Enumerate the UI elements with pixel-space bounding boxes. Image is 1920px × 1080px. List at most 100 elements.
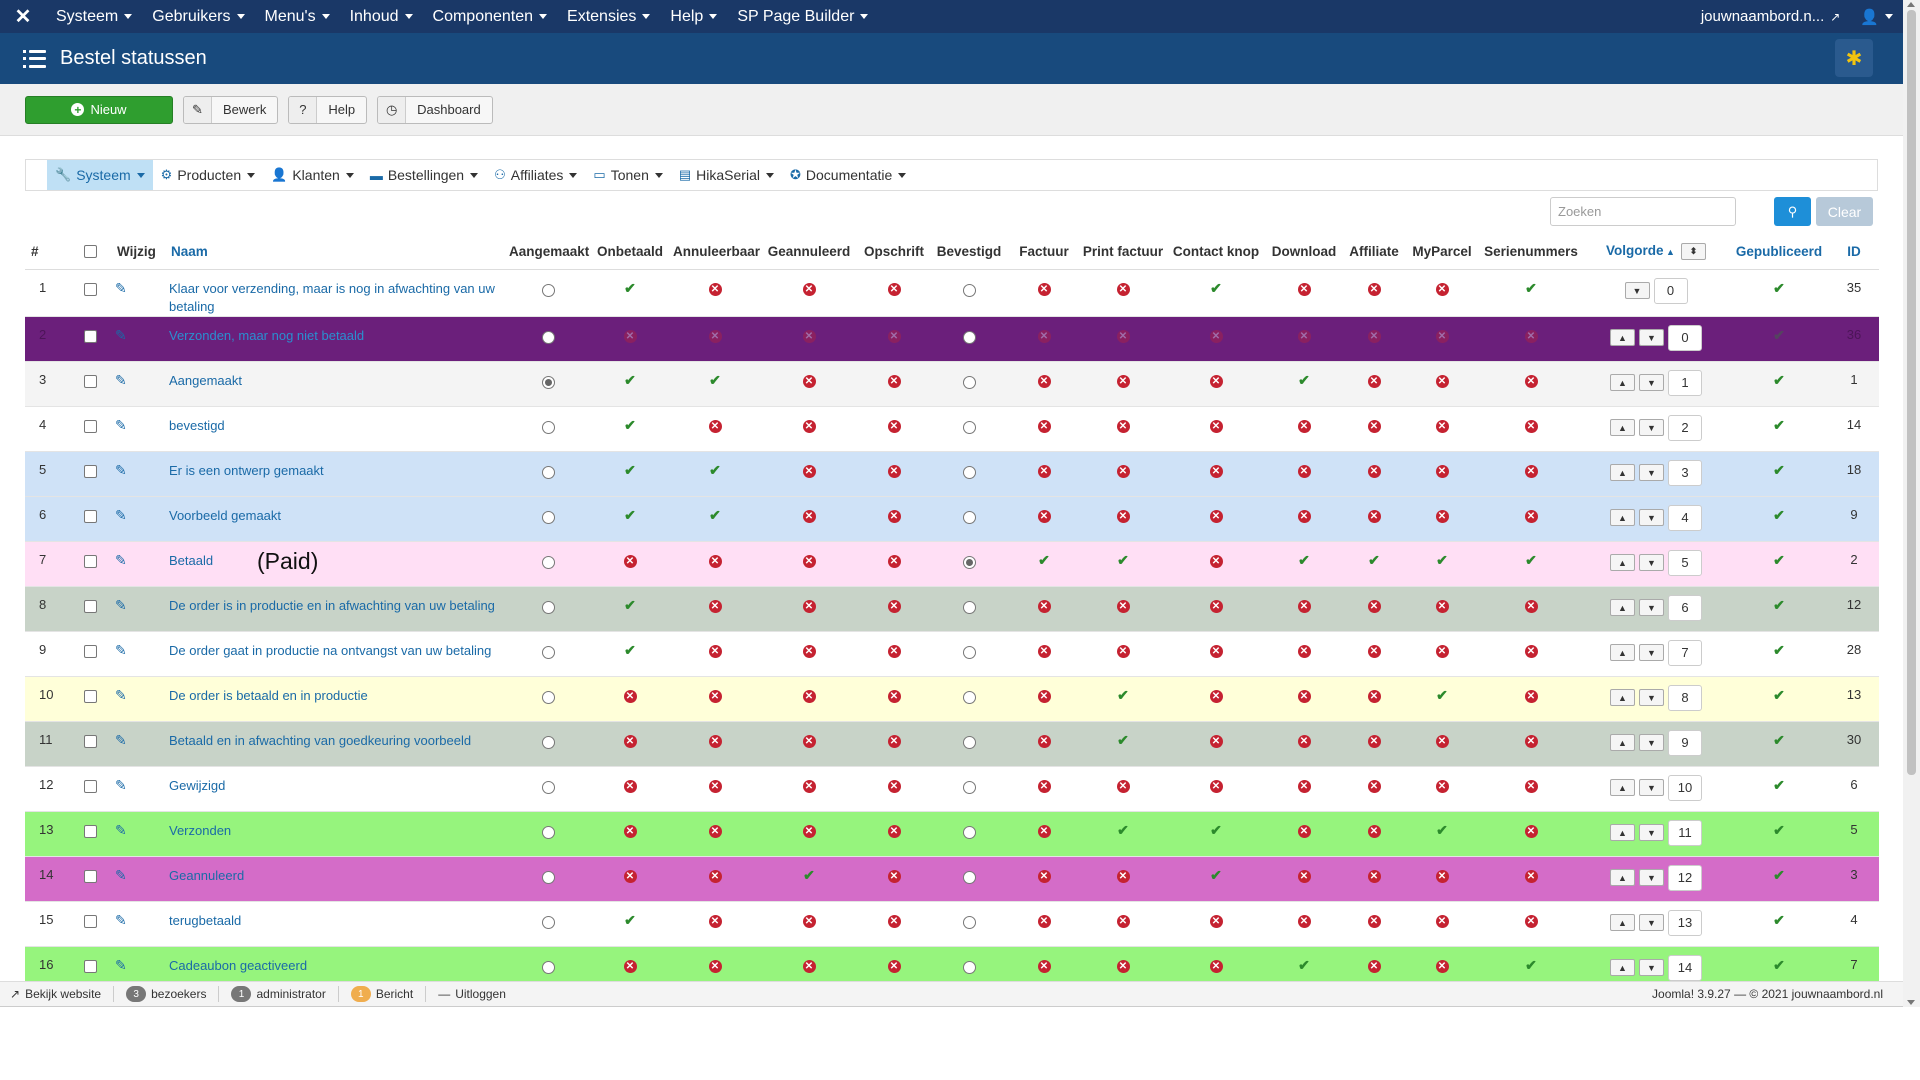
status-name-link[interactable]: Verzonden, maar nog niet betaald (169, 327, 365, 343)
cross-icon[interactable]: ✕ (1037, 959, 1051, 973)
check-icon[interactable]: ✔ (1436, 686, 1448, 703)
cross-icon[interactable]: ✕ (1037, 419, 1051, 433)
cross-icon[interactable]: ✕ (1524, 419, 1538, 433)
published-check-icon[interactable]: ✔ (1773, 461, 1785, 478)
cross-icon[interactable]: ✕ (1297, 509, 1311, 523)
cross-icon[interactable]: ✕ (623, 689, 637, 703)
cross-icon[interactable]: ✕ (1037, 914, 1051, 928)
cross-icon[interactable]: ✕ (1116, 914, 1130, 928)
cross-icon[interactable]: ✕ (1367, 374, 1381, 388)
cross-icon[interactable]: ✕ (1524, 464, 1538, 478)
cross-icon[interactable]: ✕ (1209, 464, 1223, 478)
top-menu-item[interactable]: Gebruikers (142, 0, 254, 33)
cross-icon[interactable]: ✕ (1116, 599, 1130, 613)
edit-pencil-icon[interactable]: ✎ (115, 686, 127, 703)
cross-icon[interactable]: ✕ (1367, 419, 1381, 433)
move-down-button[interactable]: ▼ (1639, 689, 1664, 706)
cross-icon[interactable]: ✕ (1209, 374, 1223, 388)
cross-icon[interactable]: ✕ (1367, 869, 1381, 883)
column-header[interactable]: Volgorde ▲ ⬍ (1583, 235, 1729, 270)
move-down-button[interactable]: ▼ (1639, 779, 1664, 796)
created-default-radio[interactable] (541, 510, 555, 524)
cross-icon[interactable]: ✕ (1297, 282, 1311, 296)
confirmed-default-radio[interactable] (962, 825, 976, 839)
order-input[interactable]: 5 (1668, 549, 1702, 576)
cross-icon[interactable]: ✕ (887, 419, 901, 433)
clear-button[interactable]: Clear (1816, 197, 1873, 226)
cross-icon[interactable]: ✕ (1435, 329, 1449, 343)
check-icon[interactable]: ✔ (709, 506, 721, 523)
cross-icon[interactable]: ✕ (708, 824, 722, 838)
order-input[interactable]: 0 (1653, 277, 1688, 304)
view-site-link[interactable]: ↗ Bekijk website (10, 987, 102, 1001)
top-menu-item[interactable]: Extensies (557, 0, 660, 33)
published-check-icon[interactable]: ✔ (1773, 731, 1785, 748)
confirmed-default-radio[interactable] (962, 510, 976, 524)
cross-icon[interactable]: ✕ (1524, 734, 1538, 748)
status-name-link[interactable]: Gewijzigd (169, 777, 226, 793)
cross-icon[interactable]: ✕ (802, 282, 816, 296)
cross-icon[interactable]: ✕ (802, 959, 816, 973)
top-menu-item[interactable]: Componenten (423, 0, 558, 33)
move-down-button[interactable]: ▼ (1639, 329, 1664, 346)
created-default-radio[interactable] (541, 870, 555, 884)
move-down-button[interactable]: ▼ (1639, 464, 1664, 481)
cross-icon[interactable]: ✕ (623, 554, 637, 568)
subnav-item[interactable]: ▬ Bestellingen (362, 160, 486, 190)
status-name-link[interactable]: bevestigd (169, 417, 225, 433)
check-icon[interactable]: ✔ (1436, 821, 1448, 838)
cross-icon[interactable]: ✕ (887, 914, 901, 928)
status-name-link[interactable]: De order is betaald en in productie (169, 687, 368, 703)
status-name-link[interactable]: Geannuleerd (169, 867, 245, 883)
cross-icon[interactable]: ✕ (887, 282, 901, 296)
subnav-item[interactable]: 🔧 Systeem (47, 160, 153, 190)
status-name-link[interactable]: Klaar voor verzending, maar is nog in af… (169, 280, 495, 314)
confirmed-default-radio[interactable] (962, 555, 976, 569)
move-down-button[interactable]: ▼ (1624, 282, 1650, 299)
published-check-icon[interactable]: ✔ (1773, 911, 1785, 928)
cross-icon[interactable]: ✕ (708, 599, 722, 613)
cross-icon[interactable]: ✕ (802, 509, 816, 523)
status-name-link[interactable]: Betaald en in afwachting van goedkeuring… (169, 732, 472, 748)
move-up-button[interactable]: ▲ (1610, 599, 1635, 616)
order-input[interactable]: 2 (1668, 414, 1702, 441)
confirmed-default-radio[interactable] (962, 283, 976, 297)
check-icon[interactable]: ✔ (624, 596, 636, 613)
cross-icon[interactable]: ✕ (708, 734, 722, 748)
order-input[interactable]: 8 (1668, 684, 1702, 711)
move-down-button[interactable]: ▼ (1639, 599, 1664, 616)
move-down-button[interactable]: ▼ (1639, 914, 1664, 931)
cross-icon[interactable]: ✕ (1524, 824, 1538, 838)
created-default-radio[interactable] (541, 555, 555, 569)
cross-icon[interactable]: ✕ (1435, 959, 1449, 973)
cross-icon[interactable]: ✕ (1524, 914, 1538, 928)
move-up-button[interactable]: ▲ (1610, 689, 1635, 706)
order-input[interactable]: 7 (1668, 639, 1702, 666)
published-check-icon[interactable]: ✔ (1773, 416, 1785, 433)
confirmed-default-radio[interactable] (962, 645, 976, 659)
order-input[interactable]: 14 (1668, 954, 1702, 981)
cross-icon[interactable]: ✕ (1209, 959, 1223, 973)
status-name-link[interactable]: Aangemaakt (169, 372, 242, 388)
check-icon[interactable]: ✔ (709, 371, 721, 388)
status-name-link[interactable]: De order is in productie en in afwachtin… (169, 597, 495, 613)
row-checkbox[interactable] (83, 599, 97, 613)
move-down-button[interactable]: ▼ (1639, 554, 1664, 571)
cross-icon[interactable]: ✕ (623, 824, 637, 838)
cross-icon[interactable]: ✕ (1037, 329, 1051, 343)
status-name-link[interactable]: Er is een ontwerp gemaakt (169, 462, 324, 478)
cross-icon[interactable]: ✕ (708, 779, 722, 793)
edit-pencil-icon[interactable]: ✎ (115, 776, 127, 793)
subnav-item[interactable]: ⚇ Affiliates (486, 160, 585, 190)
confirmed-default-radio[interactable] (962, 375, 976, 389)
subnav-item[interactable]: 👤 Klanten (263, 160, 362, 190)
cross-icon[interactable]: ✕ (1116, 869, 1130, 883)
cross-icon[interactable]: ✕ (887, 329, 901, 343)
sort-order-button[interactable]: ⬍ (1680, 243, 1706, 261)
top-menu-item[interactable]: Systeem (46, 0, 142, 33)
cross-icon[interactable]: ✕ (1524, 509, 1538, 523)
check-icon[interactable]: ✔ (624, 506, 636, 523)
status-name-link[interactable]: Verzonden (169, 822, 232, 838)
cross-icon[interactable]: ✕ (1524, 779, 1538, 793)
subnav-item[interactable]: ▤ HikaSerial (671, 160, 782, 190)
